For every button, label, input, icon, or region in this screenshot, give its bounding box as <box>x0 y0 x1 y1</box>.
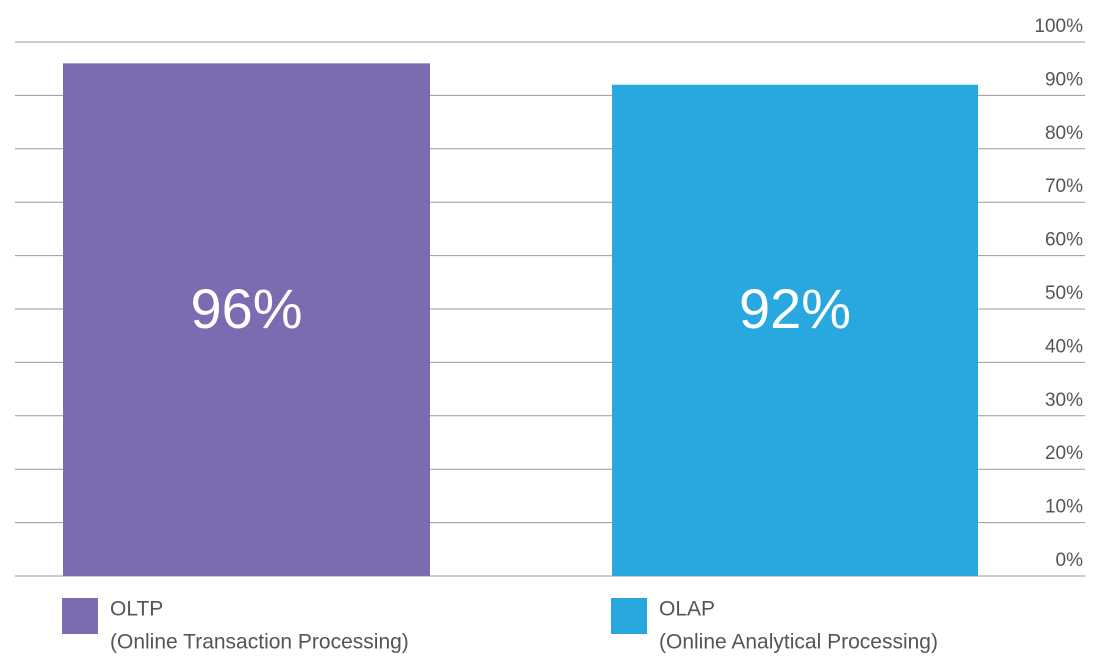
y-tick-label: 90% <box>1045 69 1083 90</box>
y-tick-label: 60% <box>1045 230 1083 251</box>
legend-label: OLAP <box>659 598 715 621</box>
legend-description: (Online Transaction Processing) <box>110 631 409 654</box>
bar <box>612 84 978 576</box>
legend-swatch <box>62 598 98 634</box>
legend-description: (Online Analytical Processing) <box>659 631 938 654</box>
y-tick-label: 0% <box>1056 550 1084 571</box>
y-tick-label: 50% <box>1045 283 1083 304</box>
y-tick-label: 80% <box>1045 123 1083 144</box>
y-tick-label: 10% <box>1045 497 1083 518</box>
legend-swatch <box>611 598 647 634</box>
y-tick-label: 30% <box>1045 390 1083 411</box>
y-tick-label: 20% <box>1045 443 1083 464</box>
y-tick-label: 40% <box>1045 336 1083 357</box>
bar <box>63 63 430 577</box>
y-tick-label: 100% <box>1034 16 1083 37</box>
y-tick-label: 70% <box>1045 176 1083 197</box>
legend-label: OLTP <box>110 598 163 621</box>
value-label: 92% <box>739 277 851 340</box>
value-label: 96% <box>190 277 302 340</box>
